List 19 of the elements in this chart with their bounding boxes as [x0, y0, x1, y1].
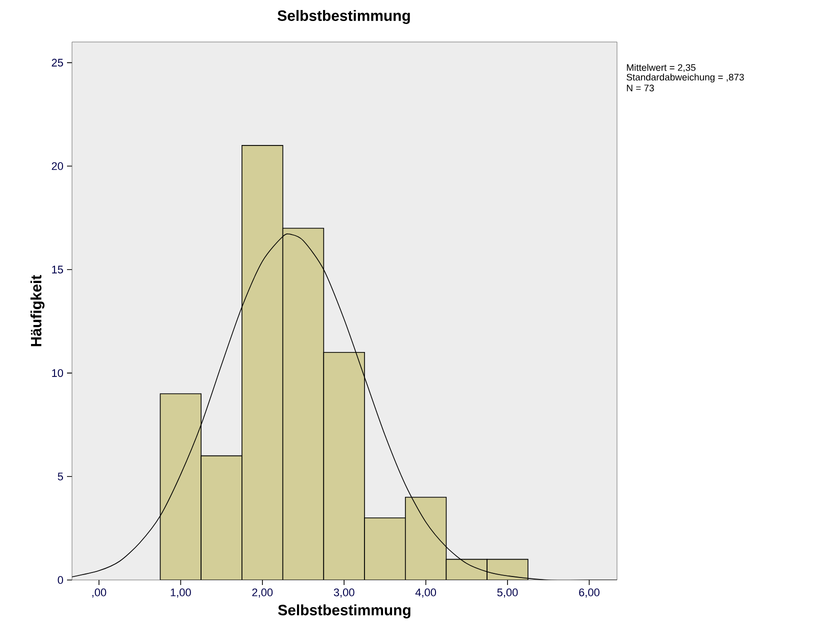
text: Standardabweichung = ,873: [626, 74, 744, 82]
y-tick-label: 25: [52, 58, 64, 67]
y-axis-title: Häufigkeit: [30, 275, 44, 346]
x-tick-label: 3,00: [334, 588, 354, 598]
chart-title: Selbstbestimmung: [278, 10, 410, 24]
x-tick-label: 1,00: [170, 588, 191, 598]
x-tick-label: 4,00: [415, 588, 436, 598]
y-tick-label: 0: [58, 576, 64, 584]
y-tick-label: 5: [58, 472, 64, 480]
text: N = 73: [626, 84, 654, 92]
y-tick-label: 20: [52, 162, 64, 170]
text: Mittelwert = 2,35: [626, 64, 696, 72]
x-tick-label: ,00: [92, 588, 106, 598]
x-tick-label: 2,00: [252, 588, 273, 598]
x-tick-label: 5,00: [497, 588, 518, 598]
y-tick-label: 15: [52, 266, 64, 274]
x-tick-label: 6,00: [579, 588, 600, 598]
x-axis-title: Selbstbestimmung: [278, 604, 410, 618]
y-tick-label: 10: [52, 369, 64, 377]
